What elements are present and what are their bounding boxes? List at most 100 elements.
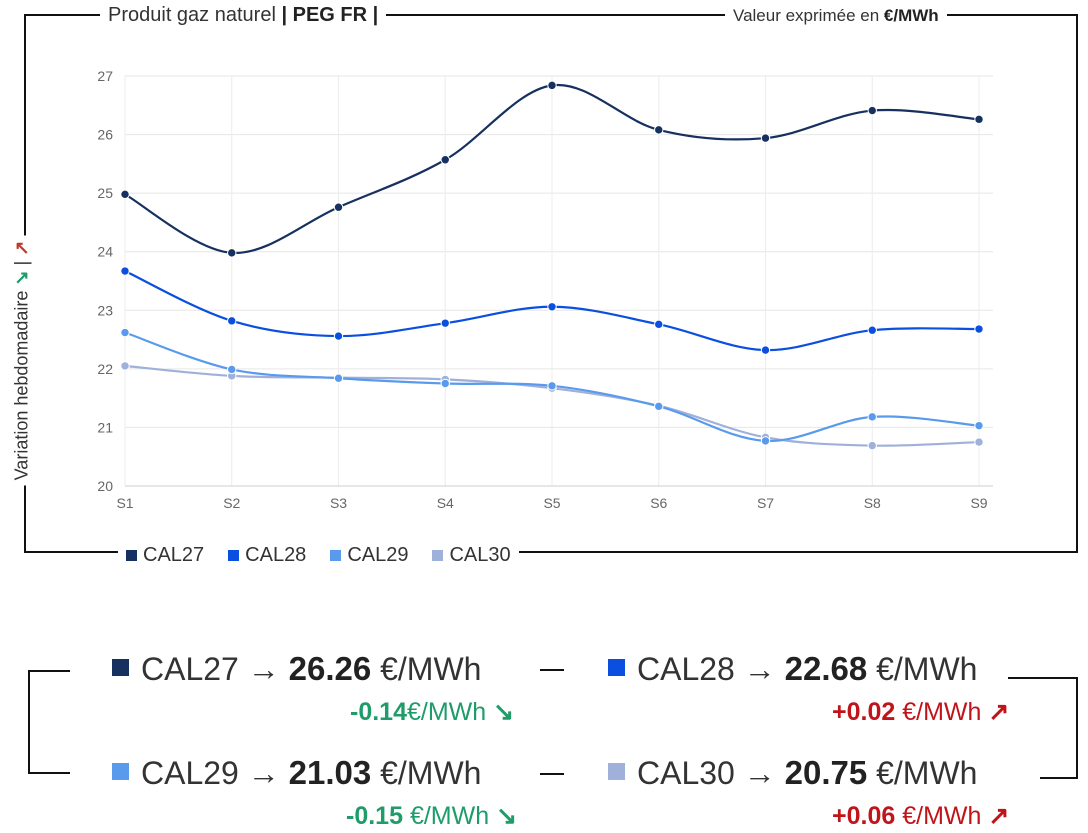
data-point-cal28 bbox=[974, 324, 984, 334]
legend-swatch-cal27 bbox=[126, 550, 137, 561]
cal27-delta-unit: €/MWh bbox=[406, 698, 487, 726]
x-tick-label: S5 bbox=[543, 495, 560, 511]
x-tick-label: S1 bbox=[116, 495, 133, 511]
data-point-cal28 bbox=[440, 318, 450, 328]
summary-dash-1 bbox=[540, 669, 564, 671]
y-tick-label: 21 bbox=[97, 419, 113, 435]
y-tick-label: 26 bbox=[97, 127, 113, 143]
cal30-name: CAL30 bbox=[637, 755, 735, 791]
data-point-cal29 bbox=[120, 327, 130, 338]
cal29-delta-value: -0.15 bbox=[346, 802, 403, 830]
data-point-cal30 bbox=[974, 437, 984, 447]
data-point-cal29 bbox=[227, 364, 237, 375]
arrow-up-icon: ↗ bbox=[988, 802, 1010, 830]
cal30-swatch bbox=[608, 763, 625, 780]
data-point-cal27 bbox=[440, 155, 450, 165]
summary-cal30: CAL30 → 20.75 €/MWh bbox=[608, 754, 977, 792]
data-point-cal28 bbox=[547, 302, 557, 312]
unit-label: Valeur exprimée en €/MWh bbox=[725, 6, 947, 26]
arrow-right-icon: → bbox=[743, 651, 776, 687]
x-tick-label: S2 bbox=[223, 495, 240, 511]
cal29-unit: €/MWh bbox=[380, 755, 482, 791]
cal30-unit: €/MWh bbox=[876, 755, 978, 791]
summary-dash-2 bbox=[540, 773, 564, 775]
cal27-swatch bbox=[112, 659, 129, 676]
y-tick-label: 24 bbox=[97, 244, 113, 260]
summary-left-bracket-bottom bbox=[28, 772, 70, 774]
cal29-delta-unit: €/MWh bbox=[409, 802, 490, 830]
summary-cal27: CAL27 → 26.26 €/MWh bbox=[112, 650, 481, 688]
chart-legend: CAL27 CAL28 CAL29 CAL30 bbox=[118, 544, 519, 567]
product-title: Produit gaz naturel | PEG FR | bbox=[100, 4, 387, 27]
cal29-swatch bbox=[112, 763, 129, 780]
legend-label-cal30: CAL30 bbox=[449, 544, 511, 566]
data-point-cal29 bbox=[760, 436, 771, 446]
data-point-cal28 bbox=[654, 319, 664, 330]
data-point-cal30 bbox=[867, 440, 877, 451]
y-tick-label: 27 bbox=[97, 68, 113, 84]
legend-item-cal27: CAL27 bbox=[126, 544, 204, 567]
cal30-delta-value: +0.06 bbox=[832, 802, 896, 830]
frame-right-line bbox=[1076, 14, 1078, 552]
data-point-cal28 bbox=[333, 331, 344, 341]
product-title-prefix: Produit gaz naturel bbox=[108, 4, 276, 26]
data-point-cal27 bbox=[547, 80, 557, 91]
data-point-cal29 bbox=[333, 373, 344, 383]
frame-top-line bbox=[24, 14, 1078, 16]
arrow-right-icon: → bbox=[743, 755, 776, 791]
arrow-down-icon: ↘ bbox=[496, 802, 518, 830]
y-tick-label: 20 bbox=[97, 478, 113, 494]
legend-label-cal28: CAL28 bbox=[245, 544, 307, 566]
data-point-cal27 bbox=[654, 125, 664, 135]
cal29-value: 21.03 bbox=[288, 754, 372, 791]
cal28-name: CAL28 bbox=[637, 651, 735, 687]
arrow-right-icon: → bbox=[247, 651, 280, 687]
data-point-cal29 bbox=[974, 420, 984, 431]
summary-right-bracket-top bbox=[1008, 677, 1078, 679]
x-tick-label: S7 bbox=[757, 495, 774, 511]
x-tick-label: S4 bbox=[437, 495, 454, 511]
legend-item-cal30: CAL30 bbox=[432, 544, 511, 567]
summary-left-bracket-top bbox=[28, 670, 70, 672]
data-point-cal30 bbox=[120, 361, 130, 371]
y-tick-label: 25 bbox=[97, 185, 113, 201]
data-point-cal28 bbox=[120, 266, 130, 276]
legend-swatch-cal28 bbox=[228, 550, 240, 561]
legend-label-cal29: CAL29 bbox=[347, 544, 409, 566]
cal28-delta-value: +0.02 bbox=[832, 698, 896, 726]
legend-label-cal27: CAL27 bbox=[143, 544, 205, 566]
cal28-unit: €/MWh bbox=[876, 651, 978, 687]
summary-right-bracket-side bbox=[1076, 677, 1078, 779]
data-point-cal29 bbox=[867, 412, 877, 422]
cal29-name: CAL29 bbox=[141, 755, 239, 791]
data-point-cal29 bbox=[440, 378, 450, 389]
cal30-value: 20.75 bbox=[784, 754, 868, 791]
product-title-bold: | PEG FR | bbox=[281, 4, 379, 26]
legend-item-cal28: CAL28 bbox=[228, 544, 306, 567]
data-point-cal28 bbox=[227, 316, 237, 326]
data-point-cal27 bbox=[227, 248, 237, 258]
summary-left-bracket-side bbox=[28, 670, 30, 774]
cal30-delta-unit: €/MWh bbox=[902, 802, 982, 830]
cal28-value: 22.68 bbox=[784, 650, 868, 687]
unit-label-prefix: Valeur exprimée en bbox=[733, 6, 880, 25]
x-tick-label: S8 bbox=[864, 495, 881, 511]
cal30-delta: +0.06 €/MWh ↗ bbox=[832, 801, 1009, 831]
cal28-delta: +0.02 €/MWh ↗ bbox=[832, 697, 1009, 727]
x-tick-label: S3 bbox=[330, 495, 347, 511]
y-tick-label: 22 bbox=[97, 361, 113, 377]
arrow-right-icon: → bbox=[247, 755, 280, 791]
cal27-delta: -0.14€/MWh ↘ bbox=[350, 697, 514, 727]
data-point-cal27 bbox=[333, 202, 344, 212]
cal28-delta-unit: €/MWh bbox=[902, 698, 982, 726]
data-point-cal29 bbox=[547, 381, 557, 391]
summary-right-bracket-bottom bbox=[1040, 777, 1078, 779]
data-point-cal27 bbox=[867, 105, 877, 116]
arrow-up-icon: ↗ bbox=[988, 698, 1010, 726]
data-point-cal28 bbox=[760, 345, 771, 355]
cal28-swatch bbox=[608, 659, 625, 676]
legend-swatch-cal29 bbox=[330, 550, 342, 561]
data-point-cal27 bbox=[120, 189, 130, 200]
summary-cal28: CAL28 → 22.68 €/MWh bbox=[608, 650, 977, 688]
cal27-unit: €/MWh bbox=[380, 651, 482, 687]
